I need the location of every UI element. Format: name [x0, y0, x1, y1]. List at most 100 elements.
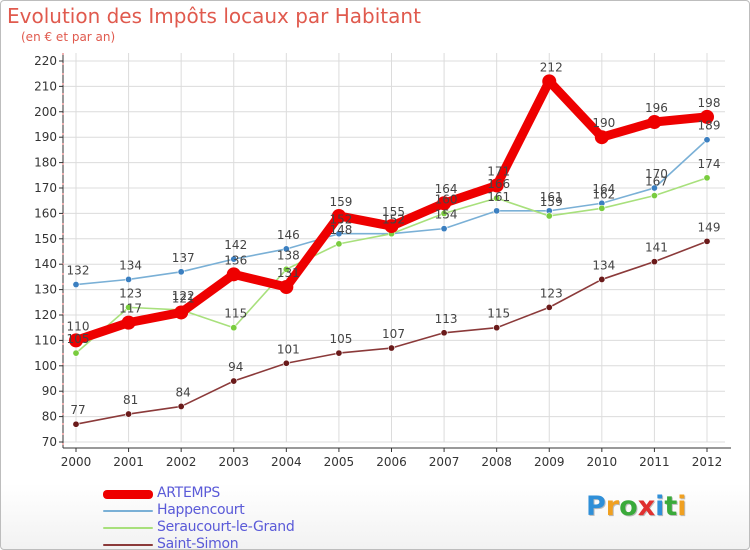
data-label: 154	[435, 208, 458, 222]
data-label: 94	[228, 360, 243, 374]
data-point	[72, 281, 80, 289]
legend-swatch	[103, 510, 153, 512]
data-label: 105	[67, 332, 90, 346]
data-label: 198	[698, 96, 721, 110]
data-label: 115	[224, 307, 247, 321]
data-point	[121, 315, 136, 330]
data-point	[440, 329, 448, 337]
data-point	[125, 410, 133, 418]
x-tick-label: 2010	[587, 455, 618, 469]
y-tick-label: 90	[42, 384, 57, 398]
legend-label: ARTEMPS	[157, 485, 220, 501]
data-point	[226, 267, 241, 282]
legend-swatch	[103, 490, 153, 499]
data-point	[177, 402, 185, 410]
data-label: 136	[224, 253, 247, 267]
data-point	[703, 237, 711, 245]
logo-letter: P	[586, 491, 606, 522]
data-label: 123	[540, 286, 563, 300]
data-label: 166	[487, 177, 510, 191]
data-label: 101	[277, 342, 300, 356]
data-label: 162	[592, 187, 615, 201]
data-point	[69, 333, 83, 348]
y-tick-label: 200	[34, 105, 57, 119]
data-label: 123	[119, 286, 142, 300]
data-point	[279, 280, 294, 295]
x-tick-label: 2012	[692, 455, 723, 469]
data-label: 141	[645, 241, 668, 255]
legend-label: Happencourt	[157, 502, 245, 518]
series-artemps	[69, 74, 714, 348]
chart-title: Evolution des Impôts locaux par Habitant	[7, 4, 421, 28]
x-tick-label: 2008	[481, 455, 512, 469]
data-point	[282, 245, 290, 253]
data-label: 161	[540, 190, 563, 204]
data-label: 159	[540, 195, 563, 209]
legend: ARTEMPS Happencourt Seraucourt-le-Grand Sai…	[101, 485, 361, 550]
y-tick-label: 110	[34, 333, 57, 347]
legend-label: Saint-Simon	[157, 536, 239, 550]
data-point	[335, 230, 343, 238]
data-label: 142	[224, 238, 247, 252]
logo-letter: r	[605, 491, 620, 522]
x-tick-label: 2011	[639, 455, 670, 469]
legend-swatch	[103, 527, 153, 529]
data-point	[700, 109, 714, 124]
data-point	[542, 74, 557, 89]
data-label: 152	[382, 213, 405, 227]
data-label: 121	[172, 291, 195, 305]
data-label: 189	[698, 119, 721, 133]
data-point	[331, 208, 346, 223]
y-tick-labels: 70 80 90 100 110 120 130 140 150 160 170 180 190 200 2…	[34, 54, 63, 449]
data-point	[489, 178, 504, 193]
data-label: 171	[487, 164, 510, 178]
data-point	[72, 420, 80, 428]
data-label: 105	[329, 332, 352, 346]
y-tick-label: 100	[34, 359, 57, 373]
data-label: 110	[67, 319, 90, 333]
labels-happencourt: 132 134 137 142 146 152 152 154 161 161 164 170 189	[67, 119, 721, 278]
legend-item-happencourt: Happencourt	[101, 502, 361, 519]
data-point	[437, 196, 452, 211]
series-saint-simon	[72, 237, 711, 428]
proxiti-logo: Proxiti	[586, 491, 687, 522]
data-label: 146	[277, 228, 300, 242]
x-tick-label: 2003	[218, 455, 249, 469]
x-tick-label: 2007	[429, 455, 460, 469]
data-point	[174, 305, 189, 320]
y-tick-label: 130	[34, 283, 57, 297]
y-tick-label: 120	[34, 308, 57, 322]
data-point	[125, 303, 133, 311]
data-label: 152	[382, 213, 405, 227]
data-point	[282, 359, 290, 367]
data-label: 138	[277, 248, 300, 262]
data-point	[650, 184, 658, 192]
data-label: 137	[172, 251, 195, 265]
data-label: 196	[645, 101, 668, 115]
data-point	[72, 349, 80, 357]
data-label: 115	[487, 307, 510, 321]
legend-item-artemps: ARTEMPS	[101, 485, 361, 502]
y-tick-label: 220	[34, 54, 57, 68]
x-tick-label: 2004	[271, 455, 302, 469]
y-tick-label: 160	[34, 206, 57, 220]
data-point	[384, 219, 399, 234]
legend-label: Seraucourt-le-Grand	[157, 519, 295, 535]
y-tick-label: 210	[34, 79, 57, 93]
data-point	[493, 194, 501, 202]
x-tick-label: 2000	[61, 455, 92, 469]
data-label: 164	[592, 182, 615, 196]
data-label: 159	[329, 195, 352, 209]
data-point	[703, 174, 711, 182]
data-label: 174	[698, 157, 721, 171]
data-point	[335, 349, 343, 357]
data-label: 148	[329, 223, 352, 237]
data-point	[647, 114, 662, 129]
data-point	[282, 265, 290, 273]
data-label: 155	[382, 205, 405, 219]
y-tick-label: 70	[42, 435, 57, 449]
legend-item-saint-simon: Saint-Simon	[101, 536, 361, 550]
data-point	[335, 240, 343, 248]
